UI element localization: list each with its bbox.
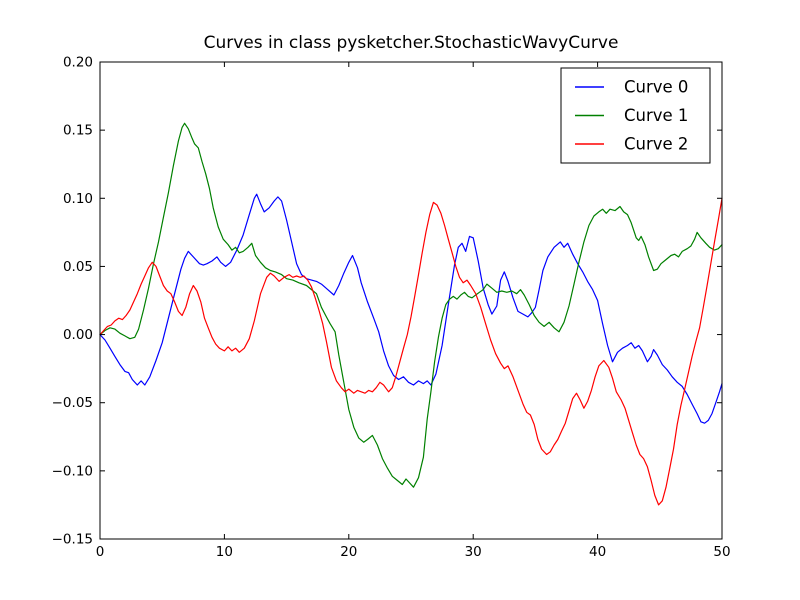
curve-1-line: [99, 122, 723, 488]
y-tick-label: 0.10: [63, 191, 93, 207]
y-tick-label: 0.20: [63, 55, 93, 71]
y-tick-label: 0.15: [63, 123, 93, 139]
axis-tick-labels: 0 10 20 30 40 50 0.20 0.15 0.10 0.05 0.00 −0.05 −0.1…: [52, 55, 731, 561]
legend-label-curve-0: Curve 0: [624, 78, 688, 97]
y-tick-label: −0.15: [52, 532, 93, 548]
plot-frame: [99, 61, 723, 540]
x-tick-label: 20: [340, 544, 357, 560]
chart-title: Curves in class pysketcher.StochasticWav…: [204, 33, 619, 53]
y-tick-label: 0.05: [63, 259, 93, 275]
y-tick-label: −0.05: [52, 395, 93, 411]
curves-layer: [99, 122, 723, 506]
curve-0-line: [99, 193, 723, 424]
legend-label-curve-1: Curve 1: [624, 106, 688, 125]
axis-ticks: [99, 61, 723, 540]
x-tick-label: 0: [96, 544, 105, 560]
legend: Curve 0 Curve 1 Curve 2: [560, 67, 711, 164]
x-tick-label: 30: [465, 544, 482, 560]
curve-2-line: [99, 197, 723, 506]
legend-label-curve-2: Curve 2: [624, 135, 688, 154]
y-tick-label: −0.10: [52, 463, 93, 479]
x-tick-label: 50: [713, 544, 730, 560]
x-tick-label: 40: [589, 544, 606, 560]
y-tick-label: 0.00: [63, 327, 93, 343]
x-tick-label: 10: [216, 544, 233, 560]
